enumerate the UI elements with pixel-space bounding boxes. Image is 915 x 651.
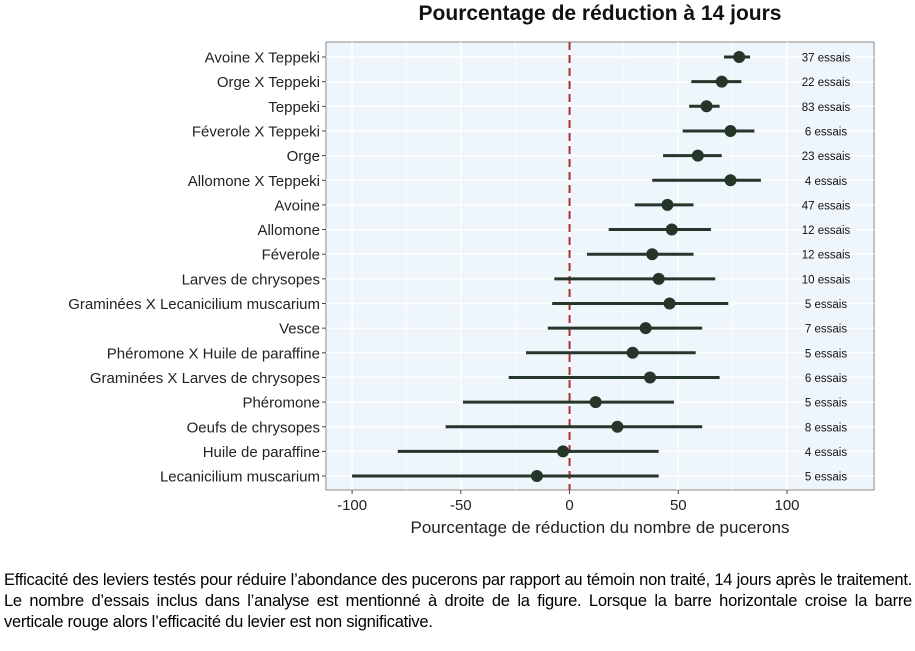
estimate-point [639,322,652,335]
y-tick-label: Lecanicilium muscarium [160,469,320,486]
trial-count-label: 47 essais [802,200,851,212]
trial-count-label: 83 essais [802,102,851,114]
trial-count-label: 4 essais [805,176,847,188]
estimate-point [663,297,676,310]
trial-count-label: 5 essais [805,398,847,410]
estimate-point [557,445,570,458]
y-tick-label: Féverole [262,247,320,264]
trial-count-label: 6 essais [805,126,847,138]
trial-count-label: 12 essais [802,250,851,262]
estimate-point [724,174,737,187]
estimate-point [626,346,639,359]
y-tick-label: Féverole X Teppeki [192,123,320,140]
y-tick-label: Phéromone [242,395,320,412]
trial-count-label: 7 essais [805,324,847,336]
y-tick-label: Phéromone X Huile de paraffine [107,345,320,362]
trial-count-label: 4 essais [805,447,847,459]
x-tick-label: -50 [450,497,472,514]
chart-title: Pourcentage de réduction à 14 jours [418,2,782,25]
estimate-point [665,223,678,236]
estimate-point [715,75,728,88]
estimate-point [652,272,665,285]
estimate-point [646,248,659,261]
y-tick-label: Huile de paraffine [203,444,320,461]
trial-count-label: 5 essais [805,348,847,360]
estimate-point [530,470,543,483]
trial-count-label: 5 essais [805,299,847,311]
estimate-point [611,420,624,433]
trial-count-label: 37 essais [802,53,851,65]
trial-count-label: 12 essais [802,225,851,237]
estimate-point [691,149,704,162]
estimate-point [644,371,657,384]
y-tick-label: Avoine X Teppeki [205,50,320,67]
y-tick-label: Vesce [279,321,320,338]
y-tick-label: Teppeki [268,99,320,116]
y-tick-label: Allomone [257,222,320,239]
trial-count-label: 8 essais [805,422,847,434]
plot-panel [325,41,875,491]
x-tick-label: -100 [337,497,367,514]
y-tick-label: Allomone X Teppeki [188,173,320,190]
trial-count-label: 5 essais [805,472,847,484]
estimate-point [661,198,674,211]
estimate-point [724,124,737,137]
estimate-point [589,396,602,409]
x-axis-label: Pourcentage de réduction du nombre de pu… [410,518,790,537]
y-tick-label: Graminées X Lecanicilium muscarium [68,296,320,313]
trial-count-label: 23 essais [802,151,851,163]
y-tick-label: Larves de chrysopes [182,271,320,288]
x-tick-label: 0 [565,497,573,514]
figure-caption: Efficacité des leviers testés pour rédui… [4,571,912,631]
trial-count-label: 22 essais [802,77,851,89]
forest-plot: Avoine X Teppeki 37 essais Orge X Teppeki 2… [68,41,875,514]
trial-count-label: 6 essais [805,373,847,385]
y-tick-label: Orge X Teppeki [217,74,320,91]
x-tick-label: 100 [775,497,800,514]
y-tick-label: Orge [287,148,320,165]
y-tick-label: Avoine [274,197,320,214]
x-tick-label: 50 [670,497,687,514]
estimate-point [700,100,713,113]
y-tick-label: Oeufs de chrysopes [187,419,320,436]
trial-count-label: 10 essais [802,274,851,286]
estimate-point [733,51,746,63]
y-tick-label: Graminées X Larves de chrysopes [90,370,320,387]
